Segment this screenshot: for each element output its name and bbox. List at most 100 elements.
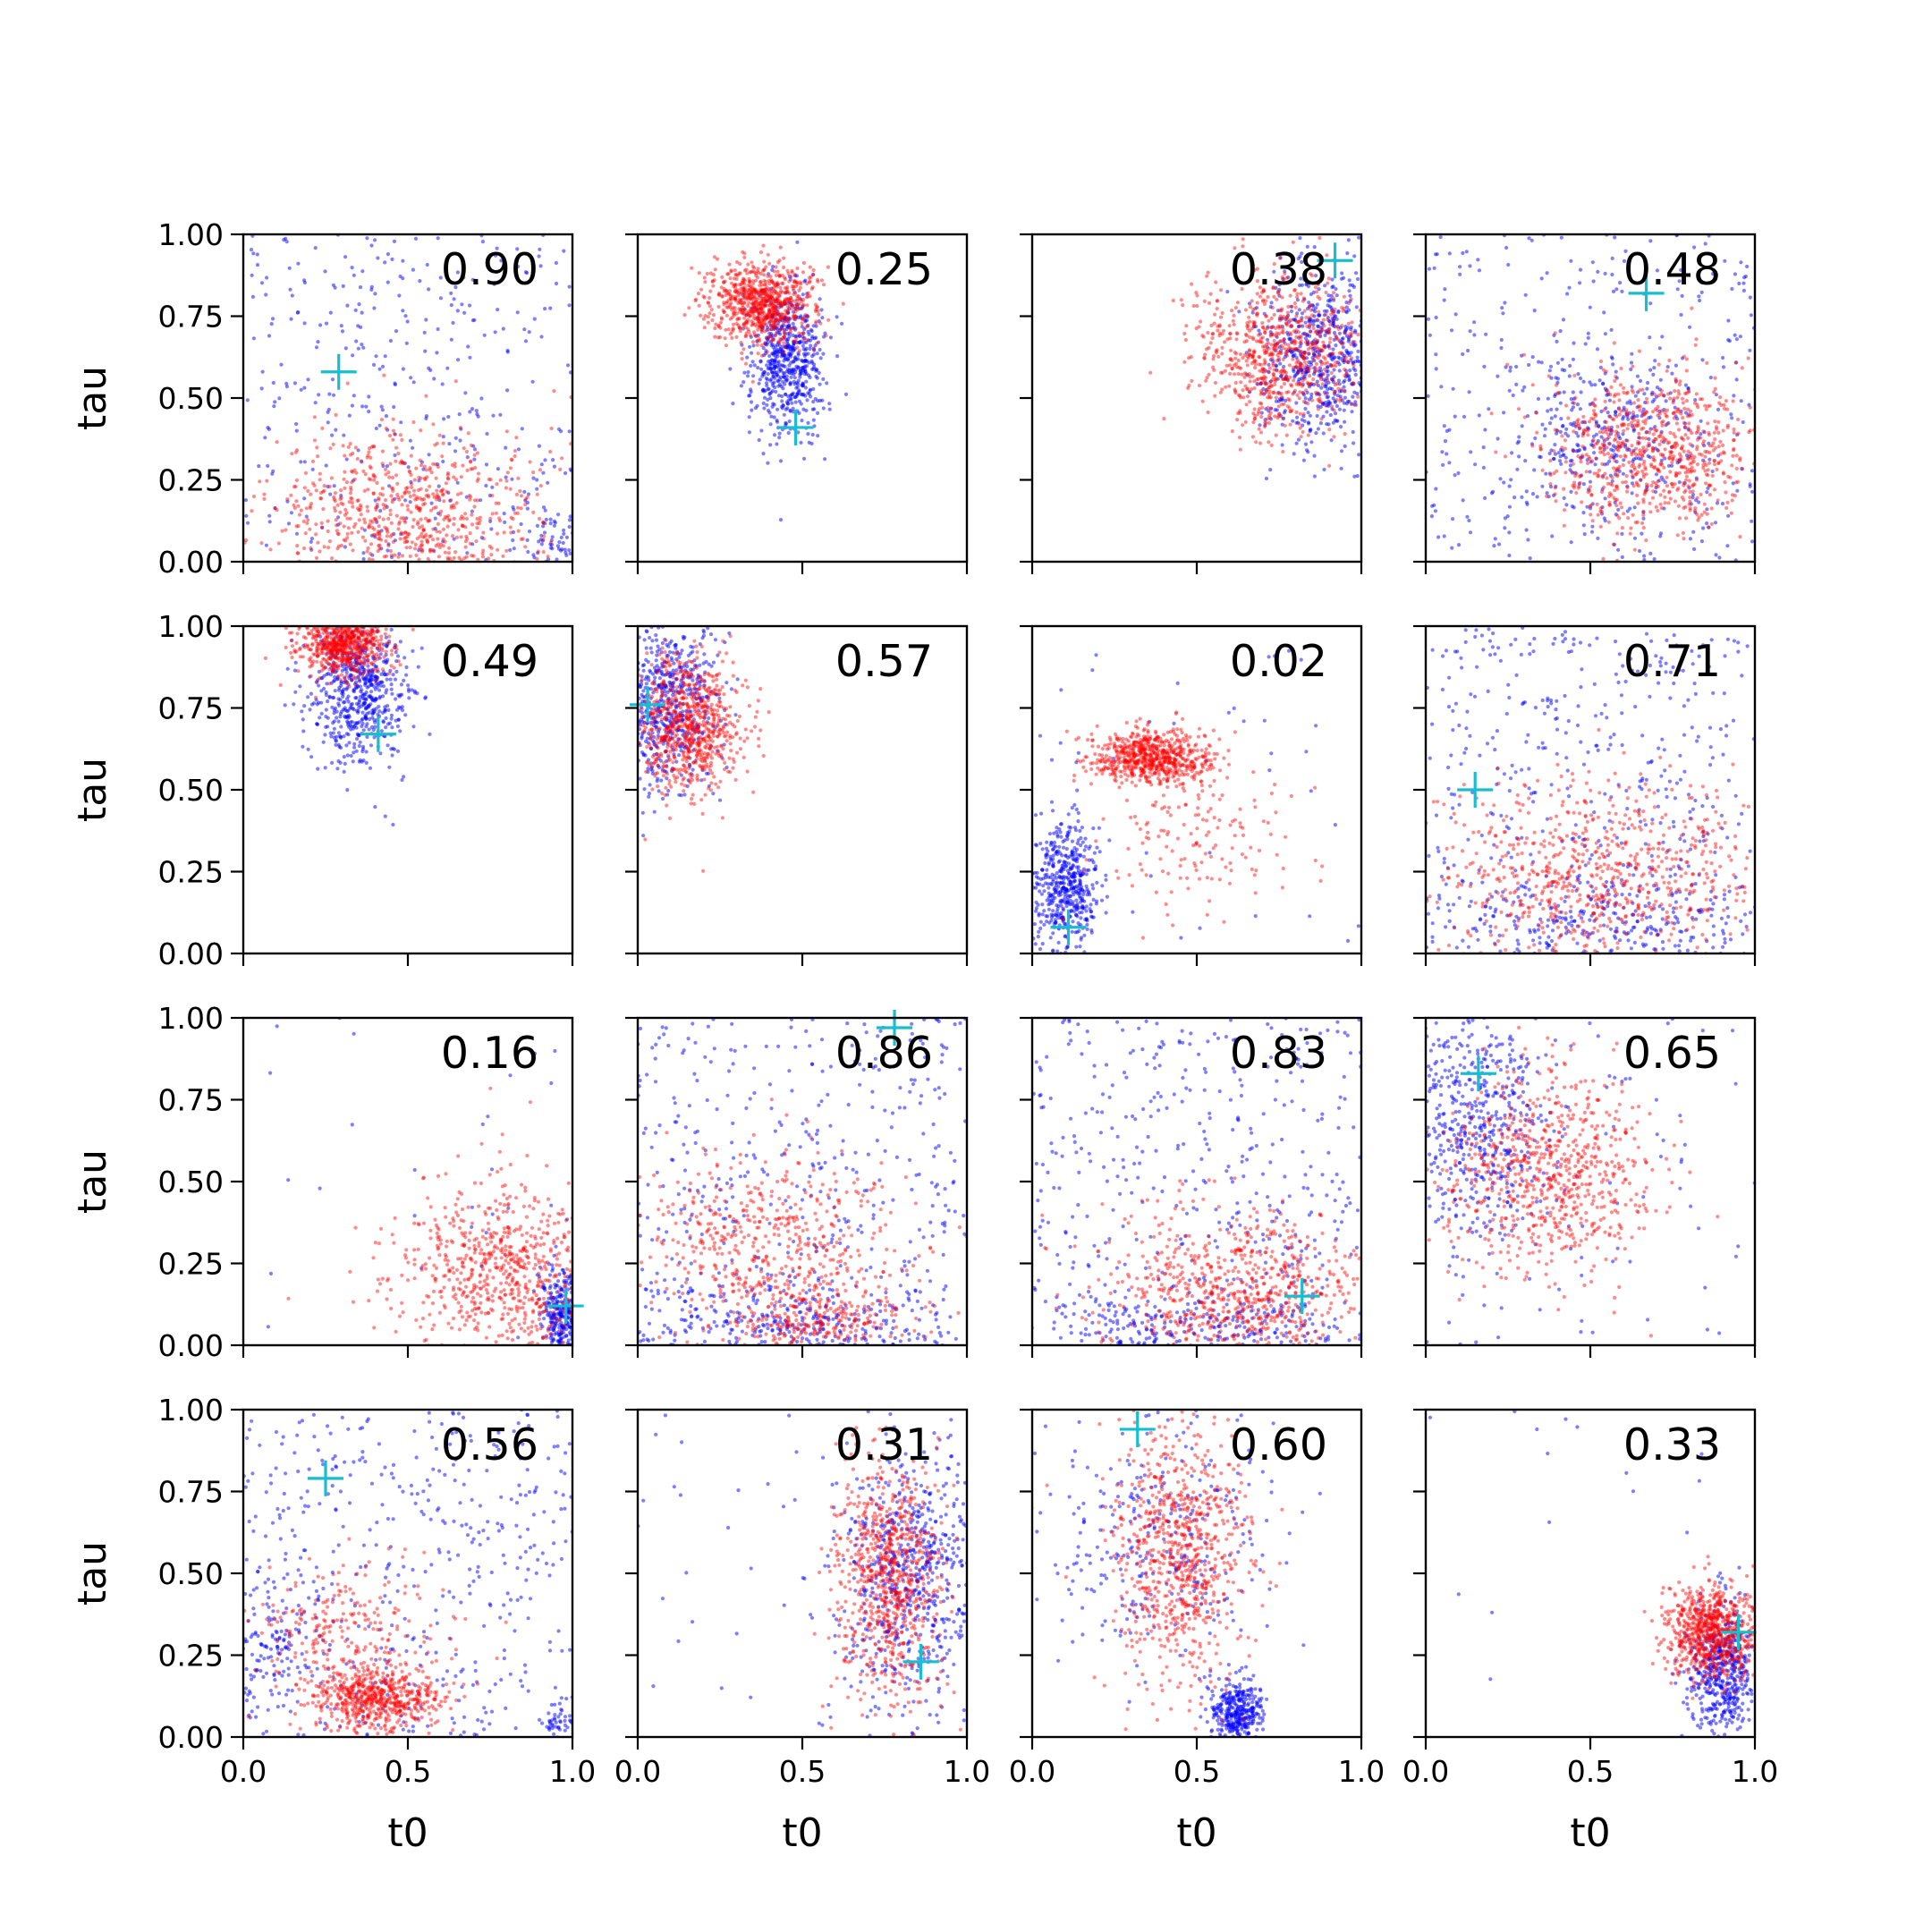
scatter-point [1338,425,1343,429]
scatter-point [1530,238,1534,242]
scatter-point [777,341,782,345]
scatter-point [1632,547,1637,552]
scatter-point [1603,371,1607,376]
scatter-point [1292,390,1296,394]
scatter-point [772,320,776,325]
scatter-point [1539,276,1544,281]
scatter-point [1663,501,1667,505]
scatter-point [741,277,746,282]
scatter-point [372,527,377,531]
scatter-point [737,291,741,295]
scatter-point [468,497,472,502]
scatter-point [296,504,301,508]
scatter-point [1282,277,1286,282]
scatter-point [1184,324,1189,328]
scatter-point [795,308,800,312]
scatter-point [1327,346,1332,351]
scatter-point [351,451,355,456]
scatter-point [744,319,749,325]
scatter-point [1690,492,1695,497]
scatter-point [1343,373,1347,378]
scatter-point [1264,407,1268,411]
scatter-point [773,289,777,293]
scatter-point [1688,428,1692,433]
scatter-point [775,360,780,365]
scatter-point [541,470,546,475]
scatter-point [428,484,432,488]
scatter-point [1661,478,1665,482]
scatter-point [1195,293,1199,298]
scatter-point [767,293,772,298]
scatter-point [271,380,275,386]
scatter-point [806,432,810,436]
series-a-points [728,240,849,522]
scatter-point [1281,368,1285,372]
scatter-point [1692,482,1697,487]
scatter-point [1641,419,1646,424]
scatter-point [419,476,423,480]
scatter-point [754,273,758,278]
scatter-point [399,516,403,521]
scatter-point [819,278,825,283]
scatter-point [742,321,747,326]
scatter-point [453,379,458,384]
scatter-point [564,550,568,555]
scatter-point [455,480,460,485]
scatter-point [1248,352,1252,357]
scatter-point [336,532,341,537]
scatter-point [807,332,811,336]
scatter-point [778,332,783,336]
scatter-point [762,287,767,292]
scatter-point [1224,385,1228,389]
scatter-point [1555,380,1560,385]
scatter-point [331,283,335,287]
scatter-point [1351,360,1355,365]
scatter-point [756,352,760,356]
scatter-point [1608,414,1613,419]
scatter-point [1352,474,1357,479]
scatter-point [1614,504,1619,508]
scatter-point [739,341,743,345]
series-b-points [682,243,852,384]
scatter-point [1692,245,1697,250]
scatter-point [417,557,421,562]
scatter-point [785,289,790,293]
scatter-point [1310,346,1315,351]
scatter-point [1270,305,1275,309]
scatter-point [1331,363,1335,368]
scatter-point [1586,487,1591,492]
scatter-point [1322,467,1326,472]
scatter-point [1601,381,1606,386]
scatter-point [401,276,405,281]
scatter-point [338,496,343,502]
scatter-point [1443,287,1447,292]
scatter-point [1716,407,1721,411]
scatter-point [1326,403,1331,408]
scatter-point [741,322,747,326]
scatter-point [1277,396,1283,402]
scatter-point [1296,420,1301,425]
scatter-point [722,280,726,285]
scatter-point [1732,430,1736,435]
scatter-point [1332,375,1336,379]
scatter-point [785,304,790,309]
scatter-point [1309,398,1315,402]
scatter-point [726,305,731,309]
scatter-point [425,475,429,479]
scatter-point [1300,251,1304,256]
scatter-point [380,462,385,466]
scatter-point [373,498,377,503]
scatter-point [783,357,787,361]
scatter-point [1558,329,1563,334]
scatter-point [1332,435,1336,439]
scatter-point [773,289,777,293]
scatter-point [1217,323,1222,327]
scatter-point [783,332,787,336]
scatter-point [417,525,422,530]
scatter-point [741,305,745,309]
scatter-point [733,295,738,300]
scatter-point [1699,432,1703,436]
scatter-point [1631,475,1635,479]
scatter-point [1650,449,1655,453]
scatter-point [339,494,343,498]
